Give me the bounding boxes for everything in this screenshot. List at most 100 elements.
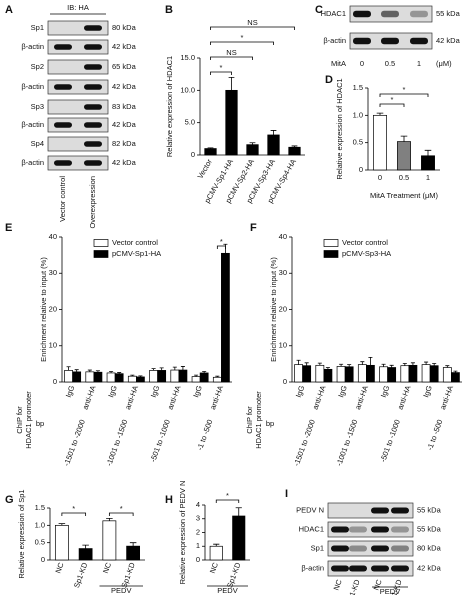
panel-letter: F [250, 222, 257, 234]
y-tick-label: 4 [196, 500, 200, 509]
row-label: β-actin [21, 82, 44, 91]
blot-band [84, 104, 102, 110]
bar [379, 366, 388, 383]
bar [421, 364, 431, 383]
bar [209, 545, 223, 561]
x-tick-label: Vector [196, 157, 215, 180]
side-label: ChIP for [245, 406, 254, 434]
kda-label: 42 kDa [112, 82, 137, 91]
significance-label: * [226, 491, 229, 500]
row-label: PEDV N [296, 505, 324, 514]
significance-bracket [379, 103, 405, 107]
error-bar [117, 372, 122, 374]
error-bar [410, 362, 415, 366]
blot-band [54, 84, 72, 90]
y-tick-label: 30 [49, 268, 57, 277]
blot-band [84, 122, 102, 128]
blot-band [381, 37, 399, 45]
region-label: -1 to -500 [425, 418, 444, 451]
blot-band [391, 526, 409, 533]
significance-label: * [220, 237, 223, 246]
region-label: -501 to -1000 [378, 418, 402, 463]
error-bar [228, 77, 235, 91]
y-tick-label: 1.5 [35, 503, 45, 512]
y-axis-label: Enrichment relative to input (%) [269, 257, 278, 362]
bar [170, 369, 180, 383]
x-tick-label: IgG [421, 384, 434, 399]
x-tick-label: anti-HA [353, 384, 370, 411]
x-tick-label: IgG [336, 384, 349, 399]
y-tick-label: 10.0 [180, 85, 195, 94]
bar [336, 366, 346, 383]
blot-band [331, 545, 349, 552]
legend-swatch [93, 239, 109, 247]
significance-label: NS [247, 18, 257, 27]
bar [302, 365, 312, 383]
kda-label: 42 kDa [112, 120, 137, 129]
significance-label: * [72, 504, 75, 513]
blot-band [371, 545, 389, 552]
blot-band [54, 122, 72, 128]
row-label: β-actin [323, 36, 346, 45]
error-bar [215, 375, 220, 378]
bar [294, 364, 303, 383]
legend-swatch [93, 250, 109, 258]
row-label: Sp1 [311, 543, 324, 552]
bar [157, 370, 167, 383]
bar [78, 548, 93, 561]
y-tick-label: 0 [53, 377, 57, 386]
panel-letter: C [315, 4, 323, 16]
kda-label: 55 kDa [417, 524, 442, 533]
error-bar [376, 112, 384, 116]
x-tick-label: anti-HA [311, 384, 328, 411]
blot-band [410, 37, 428, 45]
error-bar [402, 363, 407, 366]
kda-label: 42 kDa [112, 158, 137, 167]
lane-label: NC [332, 578, 344, 592]
y-tick-label: 0 [283, 377, 287, 386]
bar [373, 114, 387, 171]
x-tick-label: anti-HA [396, 384, 413, 411]
error-bar [296, 359, 301, 365]
bar [408, 364, 418, 383]
x-tick-label: Sp1-KD [72, 561, 90, 589]
error-bar [106, 518, 113, 521]
error-bar [58, 523, 66, 526]
y-tick-label: 5.0 [185, 118, 195, 127]
significance-bracket [379, 93, 429, 97]
bar [225, 89, 238, 156]
error-bar [317, 362, 322, 366]
y-tick-label: 1.0 [353, 110, 363, 119]
error-bar [129, 542, 137, 547]
error-bar [432, 363, 437, 366]
error-bar [194, 374, 199, 377]
kda-label: 83 kDa [112, 102, 137, 111]
significance-label: * [220, 63, 223, 72]
bar [106, 372, 116, 383]
x-tick-label: anti-HA [438, 384, 455, 411]
legend-swatch [323, 250, 339, 258]
error-bar [235, 507, 242, 516]
significance-bracket [210, 26, 295, 30]
significance-label: * [120, 504, 123, 513]
blot-band [391, 545, 409, 552]
bar [212, 376, 222, 383]
blot-band [84, 160, 102, 166]
y-tick-label: 1.0 [35, 520, 45, 529]
error-bar [453, 370, 458, 373]
region-label: -1501 to -2000 [292, 418, 317, 467]
significance-bracket [215, 499, 240, 503]
blot-strip [47, 117, 109, 133]
y-tick-label: 0 [196, 555, 200, 564]
kda-label: 65 kDa [112, 62, 137, 71]
lane-label: Vector control [58, 176, 67, 222]
blot-strip [47, 136, 109, 152]
bar [451, 372, 460, 383]
region-label: -1 to -500 [195, 418, 214, 451]
row-label: Sp2 [31, 62, 44, 71]
bar [149, 370, 158, 383]
y-tick-label: 10 [49, 341, 57, 350]
bar [267, 134, 280, 156]
y-tick-label: 0.5 [353, 138, 363, 147]
